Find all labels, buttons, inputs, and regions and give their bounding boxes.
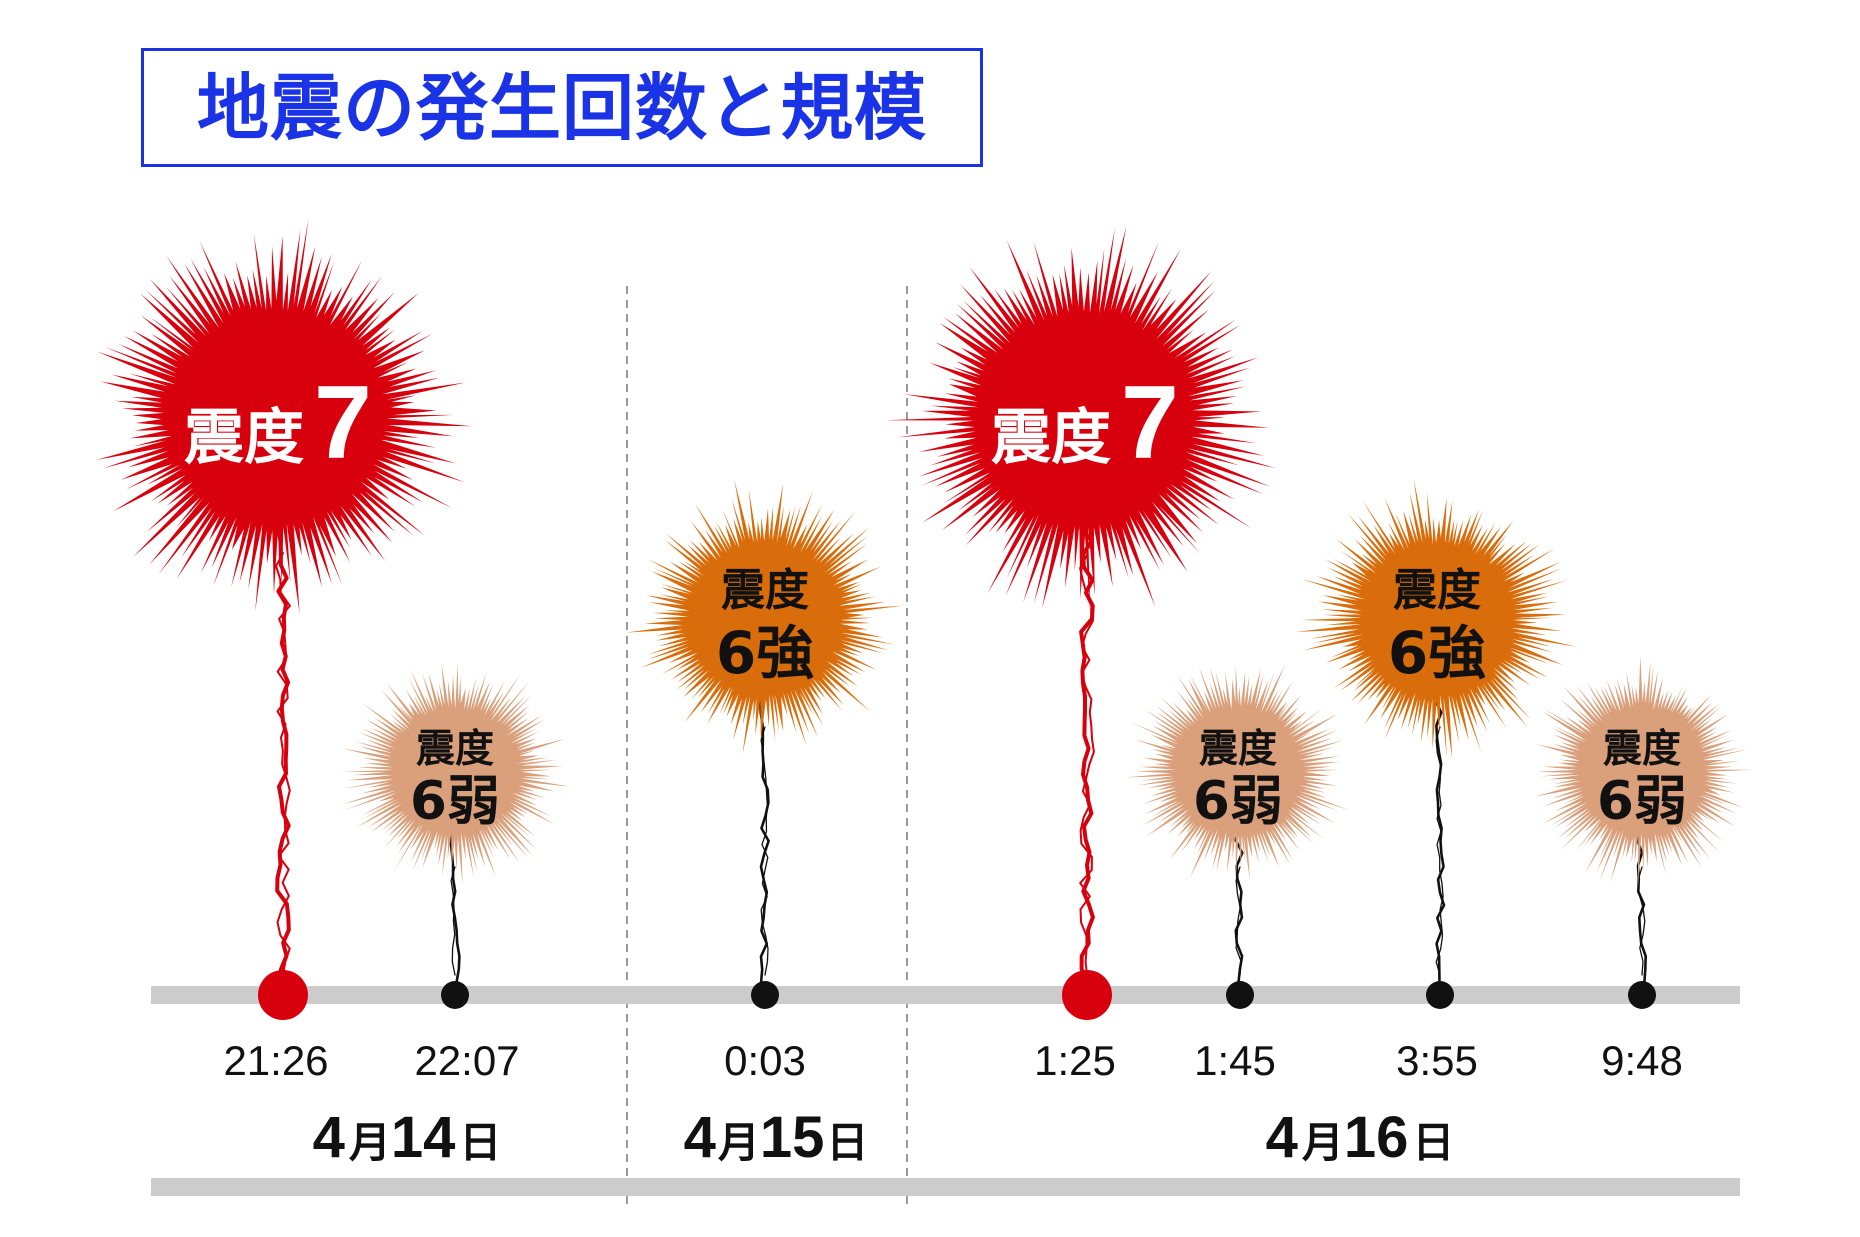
intensity-value: 7 bbox=[314, 365, 372, 481]
intensity-label: 震度 bbox=[1199, 727, 1277, 772]
event-time: 21:26 bbox=[223, 1037, 328, 1084]
intensity-burst bbox=[886, 226, 1276, 618]
shock-stem-strand bbox=[450, 866, 456, 976]
shock-stem-strand bbox=[1235, 866, 1242, 976]
bottom-bar bbox=[151, 1178, 1740, 1196]
intensity-value: 6弱 bbox=[410, 771, 500, 832]
earthquake-event: 震度7 bbox=[886, 226, 1276, 1020]
event-time: 0:03 bbox=[724, 1037, 806, 1084]
shock-stem bbox=[1434, 685, 1446, 997]
date-label: 4月15日 bbox=[684, 1105, 869, 1170]
page-title: 地震の発生回数と規模 bbox=[196, 65, 927, 150]
event-time: 1:25 bbox=[1034, 1037, 1116, 1084]
intensity-label: 震度 bbox=[184, 403, 304, 473]
intensity-label: 震度 bbox=[1603, 727, 1681, 772]
event-time: 1:45 bbox=[1194, 1037, 1276, 1084]
intensity-burst bbox=[1296, 478, 1577, 759]
event-marker bbox=[1628, 981, 1656, 1009]
intensity-value: 6強 bbox=[716, 619, 814, 687]
event-marker bbox=[1426, 981, 1454, 1009]
event-marker bbox=[1062, 970, 1112, 1020]
intensity-text: 震度7 bbox=[991, 365, 1179, 481]
event-marker bbox=[751, 981, 779, 1009]
shock-stem bbox=[1079, 513, 1095, 997]
intensity-label: 震度 bbox=[416, 727, 494, 772]
shock-stem bbox=[275, 511, 291, 997]
event-marker bbox=[258, 970, 308, 1020]
shock-stem bbox=[1636, 825, 1647, 997]
shock-stem-strand bbox=[760, 726, 769, 976]
event-marker bbox=[441, 981, 469, 1009]
intensity-burst bbox=[341, 663, 571, 885]
date-label: 4月16日 bbox=[1266, 1105, 1455, 1170]
date-label: 4月14日 bbox=[313, 1105, 502, 1170]
intensity-value: 7 bbox=[1121, 365, 1179, 481]
intensity-burst bbox=[1126, 664, 1349, 880]
intensity-burst bbox=[96, 218, 472, 614]
shock-stem-strand bbox=[1079, 554, 1095, 976]
shock-stem-strand bbox=[1637, 866, 1646, 976]
earthquake-event: 震度7 bbox=[96, 218, 472, 1020]
intensity-text: 震度7 bbox=[184, 365, 372, 481]
intensity-label: 震度 bbox=[1393, 565, 1481, 616]
intensity-label: 震度 bbox=[721, 565, 809, 616]
intensity-burst bbox=[626, 479, 904, 755]
shock-stem-strand bbox=[275, 552, 291, 976]
intensity-value: 6弱 bbox=[1193, 771, 1283, 832]
intensity-value: 6強 bbox=[1388, 619, 1486, 687]
shock-stem-strand bbox=[1435, 726, 1444, 976]
intensity-label: 震度 bbox=[991, 403, 1111, 473]
intensity-burst bbox=[1534, 655, 1754, 889]
event-time: 22:07 bbox=[414, 1037, 519, 1084]
event-marker bbox=[1226, 981, 1254, 1009]
event-time: 9:48 bbox=[1601, 1037, 1683, 1084]
date-labels: 4月14日 4月15日 4月16日 bbox=[313, 1105, 1455, 1170]
title-box: 地震の発生回数と規模 bbox=[141, 48, 983, 167]
event-time: 3:55 bbox=[1396, 1037, 1478, 1084]
intensity-value: 6弱 bbox=[1597, 771, 1687, 832]
timeline-bar bbox=[151, 986, 1740, 1004]
time-labels: 21:26 22:07 0:03 1:25 1:45 3:55 9:48 bbox=[223, 1037, 1682, 1084]
